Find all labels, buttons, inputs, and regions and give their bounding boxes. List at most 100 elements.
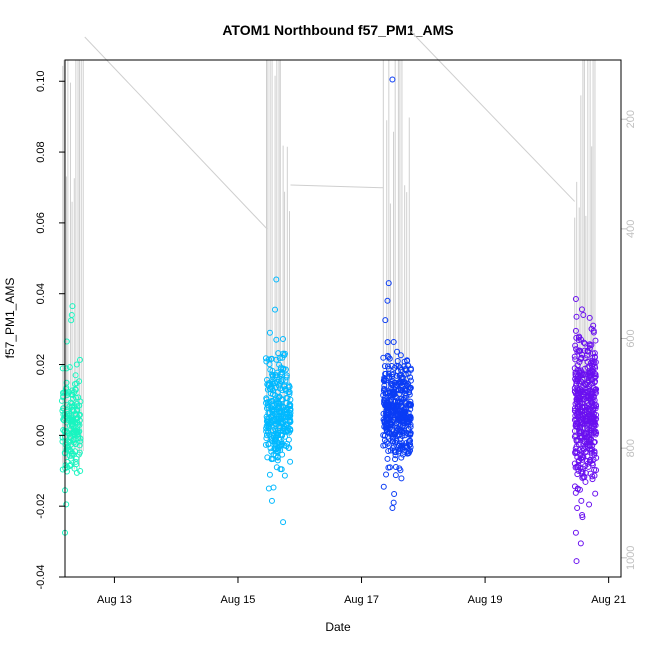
scatter-point bbox=[269, 385, 276, 392]
scatter-point bbox=[63, 428, 70, 435]
scatter-point bbox=[268, 497, 275, 504]
scatter-point bbox=[72, 441, 79, 448]
scatter-point bbox=[68, 400, 75, 407]
scatter-point bbox=[264, 415, 271, 422]
scatter-point bbox=[280, 519, 287, 526]
x-axis-label: Date bbox=[325, 620, 351, 634]
scatter-point bbox=[590, 322, 597, 329]
scatter-point bbox=[401, 363, 408, 370]
right-tick-label: 200 bbox=[625, 110, 637, 128]
secondary-line-layer bbox=[62, 31, 596, 470]
secondary-line-segment bbox=[410, 31, 576, 202]
scatter-point bbox=[389, 377, 396, 384]
scatter-point bbox=[384, 297, 391, 304]
scatter-point bbox=[577, 540, 584, 547]
scatter-point bbox=[592, 373, 599, 380]
scatter-point bbox=[589, 368, 596, 375]
scatter-point bbox=[285, 436, 292, 443]
scatter-point bbox=[279, 371, 286, 378]
scatter-point bbox=[263, 428, 270, 435]
scatter-point bbox=[395, 426, 402, 433]
scatter-point bbox=[384, 455, 391, 462]
scatter-point bbox=[386, 425, 393, 432]
scatter-point bbox=[574, 385, 581, 392]
scatter-point bbox=[272, 426, 279, 433]
scatter-point bbox=[407, 402, 414, 409]
scatter-point bbox=[264, 454, 271, 461]
y-tick-label: -0.02 bbox=[35, 494, 47, 519]
scatter-point bbox=[263, 396, 270, 403]
scatter-point bbox=[579, 468, 586, 475]
scatter-point bbox=[571, 427, 578, 434]
scatter-point bbox=[573, 558, 580, 565]
y-tick-label: 0.00 bbox=[35, 425, 47, 446]
scatter-point bbox=[591, 404, 598, 411]
y-tick-label: 0.10 bbox=[35, 71, 47, 92]
scatter-point bbox=[273, 372, 280, 379]
scatter-point bbox=[576, 417, 583, 424]
scatter-point bbox=[571, 460, 578, 467]
scatter-point bbox=[283, 421, 290, 428]
scatter-point bbox=[407, 413, 414, 420]
scatter-point bbox=[381, 396, 388, 403]
scatter-point bbox=[574, 366, 581, 373]
scatter-point bbox=[589, 399, 596, 406]
scatter-point bbox=[280, 403, 287, 410]
x-tick-label: Aug 17 bbox=[344, 594, 379, 606]
scatter-point bbox=[265, 421, 272, 428]
scatter-point bbox=[589, 380, 596, 387]
scatter-point bbox=[73, 361, 80, 368]
scatter-point bbox=[572, 342, 579, 349]
scatter-point bbox=[585, 377, 592, 384]
scatter-point bbox=[582, 478, 589, 485]
scatter-point bbox=[278, 415, 285, 422]
axes-layer: -0.04 -0.02 0.00 0.02 0.04 0.06 0.08 0.10 Aug 13… bbox=[35, 71, 637, 606]
scatter-point bbox=[588, 376, 595, 383]
scatter-point bbox=[573, 438, 580, 445]
scatter-point bbox=[60, 426, 67, 433]
y-tick-label: -0.04 bbox=[35, 564, 47, 589]
scatter-point bbox=[272, 306, 279, 313]
scatter-point bbox=[406, 415, 413, 422]
scatter-point bbox=[389, 388, 396, 395]
scatter-point bbox=[266, 431, 273, 438]
scatter-point bbox=[73, 406, 80, 413]
scatter-point bbox=[592, 337, 599, 344]
scatter-point bbox=[265, 485, 272, 492]
scatter-point bbox=[578, 409, 585, 416]
scatter-point bbox=[587, 360, 594, 367]
scatter-point bbox=[591, 359, 598, 366]
scatter-point bbox=[582, 432, 589, 439]
y-tick-label: 0.06 bbox=[35, 212, 47, 233]
scatter-point bbox=[382, 370, 389, 377]
scatter-point bbox=[391, 447, 398, 454]
scatter-point bbox=[581, 347, 588, 354]
scatter-point bbox=[580, 339, 587, 346]
scatter-point bbox=[275, 382, 282, 389]
y-tick-label: 0.04 bbox=[35, 283, 47, 304]
chart-title: ATOM1 Northbound f57_PM1_AMS bbox=[222, 22, 453, 38]
scatter-point bbox=[270, 484, 277, 491]
scatter-point bbox=[578, 497, 585, 504]
scatter-point bbox=[397, 467, 404, 474]
scatter-point bbox=[398, 475, 405, 482]
scatter-point bbox=[574, 394, 581, 401]
scatter-point bbox=[269, 391, 276, 398]
scatter-point bbox=[63, 384, 70, 391]
scatter-point bbox=[72, 372, 79, 379]
scatter-point bbox=[394, 357, 401, 364]
scatter-point bbox=[389, 76, 396, 83]
scatter-point bbox=[286, 417, 293, 424]
scatter-point bbox=[584, 400, 591, 407]
scatter-point bbox=[284, 395, 291, 402]
scatter-point bbox=[591, 420, 598, 427]
scatter-point bbox=[269, 372, 276, 379]
scatter-point bbox=[593, 411, 600, 418]
scatter-point bbox=[586, 501, 593, 508]
scatter-point bbox=[281, 472, 288, 479]
scatter-point bbox=[267, 445, 274, 452]
right-tick-label: 600 bbox=[625, 329, 637, 347]
scatter-point bbox=[281, 350, 288, 357]
scatter-point bbox=[72, 381, 79, 388]
